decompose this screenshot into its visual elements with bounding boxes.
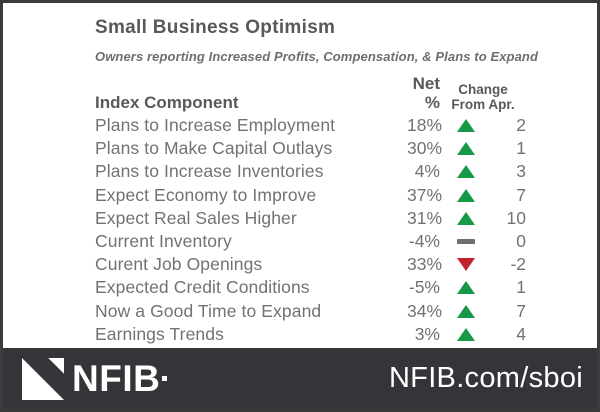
row-component-label: Plans to Increase Inventories [95, 161, 324, 182]
down-triangle-icon [457, 258, 475, 272]
row-change-value: 4 [516, 323, 526, 344]
row-component-label: Plans to Increase Employment [95, 115, 336, 136]
row-component-label: Expected Credit Conditions [95, 277, 310, 298]
row-change-icon-cell [440, 327, 492, 341]
row-change-icon-cell [440, 165, 492, 179]
row-net-percent: 34% [407, 300, 443, 321]
logo-trademark-dot [162, 376, 168, 381]
row-net-percent: -5% [408, 277, 440, 298]
row-component-label: Expect Economy to Improve [95, 184, 317, 205]
content-area: Small Business Optimism Owners reporting… [3, 3, 597, 346]
row-change-value: 2 [516, 115, 526, 136]
up-triangle-icon [457, 119, 475, 133]
row-change-value: 1 [516, 138, 526, 159]
column-header-change-line1: Change [458, 82, 508, 97]
row-component-label: Earnings Trends [95, 323, 224, 344]
column-header-change: Change From Apr. [440, 82, 526, 112]
row-change-icon-cell [440, 239, 492, 244]
row-net-percent: 18% [407, 115, 443, 136]
row-component-label: Now a Good Time to Expand [95, 300, 322, 321]
row-net-percent: 31% [407, 207, 443, 228]
row-change-value: -2 [510, 254, 526, 275]
row-component-label: Current Inventory [95, 231, 232, 252]
optimism-table: Index Component Net % Change From Apr. P… [95, 74, 535, 346]
row-change-value: 10 [506, 207, 526, 228]
page-subtitle: Owners reporting Increased Profits, Comp… [95, 49, 539, 64]
row-net-percent: 3% [414, 323, 440, 344]
table-rows: Plans to Increase Employment 18% 2 Plans to… [95, 114, 535, 346]
column-header-net: Net % [412, 74, 440, 112]
row-change-icon-cell [440, 304, 492, 318]
row-change-icon-cell [440, 281, 492, 295]
table-row: Plans to Make Capital Outlays 30% 1 [95, 137, 535, 160]
row-change-icon-cell [440, 119, 492, 133]
row-change-value: 0 [516, 231, 526, 252]
nfib-logo-mark-icon [22, 357, 64, 400]
table-row: Curent Job Openings 33% -2 [95, 253, 535, 276]
up-triangle-icon [457, 327, 475, 341]
column-header-component: Index Component [95, 93, 239, 112]
up-triangle-icon [457, 142, 475, 156]
row-net-percent: 30% [407, 138, 443, 159]
row-change-icon-cell [440, 188, 492, 202]
row-change-value: 3 [516, 161, 526, 182]
nfib-logo-text: NFIB [72, 357, 161, 399]
table-row: Now a Good Time to Expand 34% 7 [95, 300, 535, 323]
footer-bar: NFIB NFIB.com/sboi [3, 348, 597, 409]
row-change-icon-cell [440, 211, 492, 225]
table-row: Current Inventory -4% 0 [95, 230, 535, 253]
page-title: Small Business Optimism [95, 17, 336, 38]
up-triangle-icon [457, 188, 475, 202]
table-row: Plans to Increase Inventories 4% 3 [95, 160, 535, 183]
table-row: Earnings Trends 3% 4 [95, 323, 535, 346]
row-change-icon-cell [440, 258, 492, 272]
row-net-percent: 4% [414, 161, 440, 182]
up-triangle-icon [457, 281, 475, 295]
row-component-label: Plans to Make Capital Outlays [95, 138, 333, 159]
row-component-label: Curent Job Openings [95, 254, 263, 275]
up-triangle-icon [457, 165, 475, 179]
table-row: Plans to Increase Employment 18% 2 [95, 114, 535, 137]
table-header-row: Index Component Net % Change From Apr. [95, 74, 535, 112]
table-row: Expect Real Sales Higher 31% 10 [95, 207, 535, 230]
row-change-value: 7 [516, 184, 526, 205]
row-net-percent: -4% [408, 231, 440, 252]
up-triangle-icon [457, 211, 475, 225]
row-net-percent: 37% [407, 184, 443, 205]
dash-icon [457, 239, 475, 244]
table-row: Expect Economy to Improve 37% 7 [95, 184, 535, 207]
row-component-label: Expect Real Sales Higher [95, 207, 297, 228]
column-header-change-line2: From Apr. [451, 97, 515, 112]
up-triangle-icon [457, 304, 475, 318]
row-change-value: 7 [516, 300, 526, 321]
row-change-icon-cell [440, 142, 492, 156]
nfib-logo: NFIB [22, 357, 168, 400]
footer-url-text: NFIB.com/sboi [388, 362, 583, 394]
row-net-percent: 33% [407, 254, 443, 275]
table-row: Expected Credit Conditions -5% 1 [95, 276, 535, 299]
row-change-value: 1 [516, 277, 526, 298]
